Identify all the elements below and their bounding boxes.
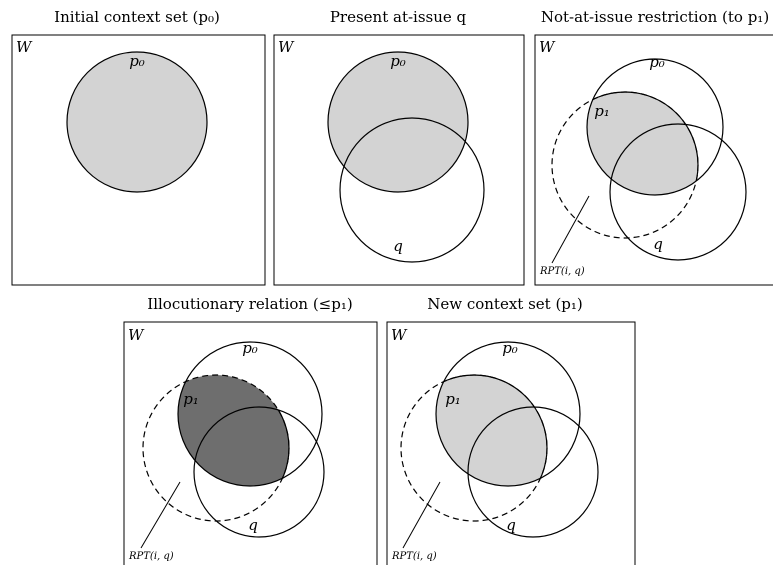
- panel-initial-context: Initial context set (p₀) W p₀: [11, 8, 266, 286]
- rpt-label: RPT(i, q): [539, 266, 585, 277]
- p0-circle: [66, 51, 208, 193]
- p0-label: p₀: [649, 53, 665, 71]
- panel-4-world-label: W: [128, 326, 145, 344]
- p1-label: p₁: [445, 390, 461, 408]
- rpt-label: RPT(i, q): [128, 551, 174, 562]
- p1-region: [587, 92, 698, 195]
- rpt-pointer-line: [551, 195, 590, 264]
- panel-2-world-label: W: [278, 38, 295, 56]
- panel-5-world-label: W: [391, 326, 408, 344]
- panel-1-world-label: W: [16, 38, 33, 56]
- p0-circle: [586, 58, 724, 196]
- p0-circle: [435, 341, 581, 487]
- panel-3-title: Not-at-issue restriction (to p₁): [541, 8, 769, 26]
- panel-present-at-issue: Present at-issue q W p₀ q: [273, 8, 525, 286]
- panel-5-title: New context set (p₁): [427, 295, 583, 313]
- panel-4-frame: [123, 321, 378, 565]
- panel-3-frame: [534, 34, 773, 286]
- p0-label: p₀: [242, 339, 258, 357]
- q-circle: [339, 117, 485, 263]
- panel-2-title: Present at-issue q: [330, 8, 467, 26]
- panel-not-at-issue-restriction: Not-at-issue restriction (to p₁) W p₀ p₁…: [534, 8, 773, 286]
- q-label: q: [653, 235, 663, 253]
- p0-circle: [177, 341, 323, 487]
- panel-1-frame: [11, 34, 266, 286]
- q-label: q: [506, 516, 516, 534]
- p1-label: p₁: [183, 390, 199, 408]
- p1-q-boundary: [194, 407, 290, 486]
- p0-label: p₀: [129, 52, 145, 70]
- panel-4-title: Illocutionary relation (≤p₁): [147, 295, 352, 313]
- panel-1-title: Initial context set (p₀): [54, 8, 220, 26]
- p0-label: p₀: [502, 339, 518, 357]
- p1-label: p₁: [594, 102, 610, 120]
- panel-5-frame: [386, 321, 636, 565]
- q-circle: [193, 406, 325, 538]
- p1-boundary: [436, 374, 548, 486]
- q-circle: [609, 123, 747, 261]
- q-circle: [467, 406, 599, 538]
- p1-boundary: [587, 91, 699, 195]
- rpt-pointer-line: [402, 481, 441, 549]
- p0-circle: [327, 51, 469, 193]
- rpt-label: RPT(i, q): [391, 551, 437, 562]
- q-label: q: [248, 516, 258, 534]
- q-label: q: [393, 237, 403, 255]
- panel-2-frame: [273, 34, 525, 286]
- panel-illocutionary-relation: Illocutionary relation (≤p₁) W p₀ p₁ q R…: [123, 295, 378, 565]
- p0-label: p₀: [390, 52, 406, 70]
- p1-dark-region: [178, 375, 289, 486]
- panel-new-context-set: New context set (p₁) W p₀ p₁ q RPT(i, q): [386, 295, 636, 565]
- rpt-pointer-line: [140, 481, 181, 549]
- panel-3-world-label: W: [539, 38, 556, 56]
